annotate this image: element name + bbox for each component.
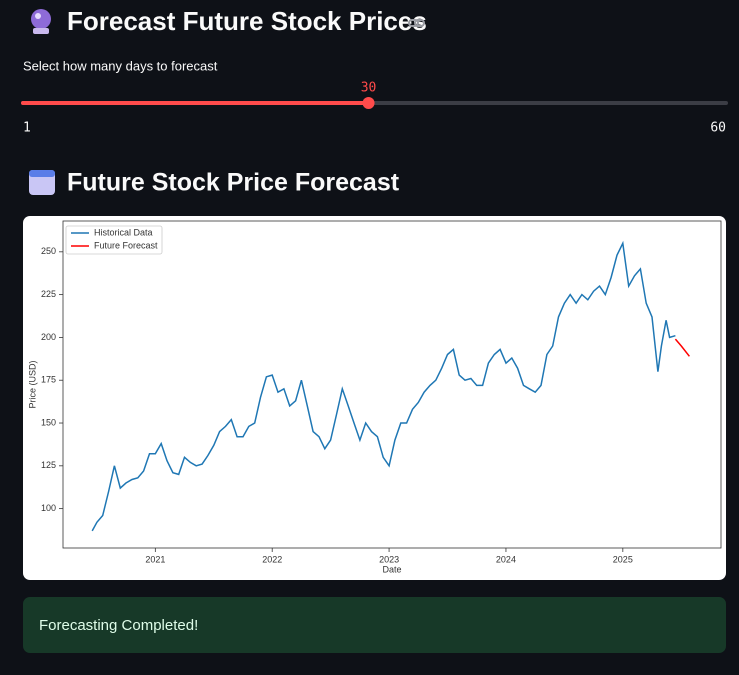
slider-thumb[interactable] bbox=[362, 97, 375, 109]
chart: 100 125 150 175 200 225 250 2021 2022 2023 2024 202… bbox=[27, 220, 722, 574]
y-tick-label: 200 bbox=[41, 332, 56, 342]
x-tick-label: 2025 bbox=[613, 554, 633, 564]
success-alert bbox=[23, 597, 726, 653]
y-tick-label: 100 bbox=[41, 503, 56, 513]
legend-label: Historical Data bbox=[94, 227, 153, 237]
slider[interactable]: 30 1 60 bbox=[21, 81, 728, 136]
y-tick-label: 250 bbox=[41, 246, 56, 256]
y-tick-label: 125 bbox=[41, 460, 56, 470]
x-tick-label: 2022 bbox=[262, 554, 282, 564]
series-line bbox=[91, 240, 676, 532]
slider-label: Select how many days to forecast bbox=[23, 58, 218, 73]
section-title: Future Stock Price Forecast bbox=[67, 169, 400, 197]
slider-min: 1 bbox=[23, 121, 31, 136]
x-axis-label: Date bbox=[382, 564, 401, 574]
section-icon bbox=[29, 170, 55, 195]
y-tick-label: 175 bbox=[41, 375, 56, 385]
chart-card bbox=[23, 216, 726, 580]
page-title: Forecast Future Stock Prices bbox=[67, 6, 427, 36]
legend-box bbox=[65, 225, 163, 255]
y-axis-label: Price (USD) bbox=[27, 360, 37, 408]
slider-value: 30 bbox=[361, 81, 377, 96]
x-tick-label: 2023 bbox=[379, 554, 399, 564]
plot-frame bbox=[62, 220, 722, 549]
x-tick-label: 2024 bbox=[496, 554, 516, 564]
x-tick-label: 2021 bbox=[145, 554, 165, 564]
link-icon[interactable] bbox=[408, 19, 425, 27]
series-line bbox=[674, 338, 690, 357]
header-icon bbox=[31, 9, 51, 34]
y-tick-label: 150 bbox=[41, 417, 56, 427]
slider-max: 60 bbox=[710, 121, 726, 136]
alert-text: Forecasting Completed! bbox=[39, 617, 198, 634]
y-tick-label: 225 bbox=[41, 289, 56, 299]
legend-label: Future Forecast bbox=[94, 240, 158, 250]
